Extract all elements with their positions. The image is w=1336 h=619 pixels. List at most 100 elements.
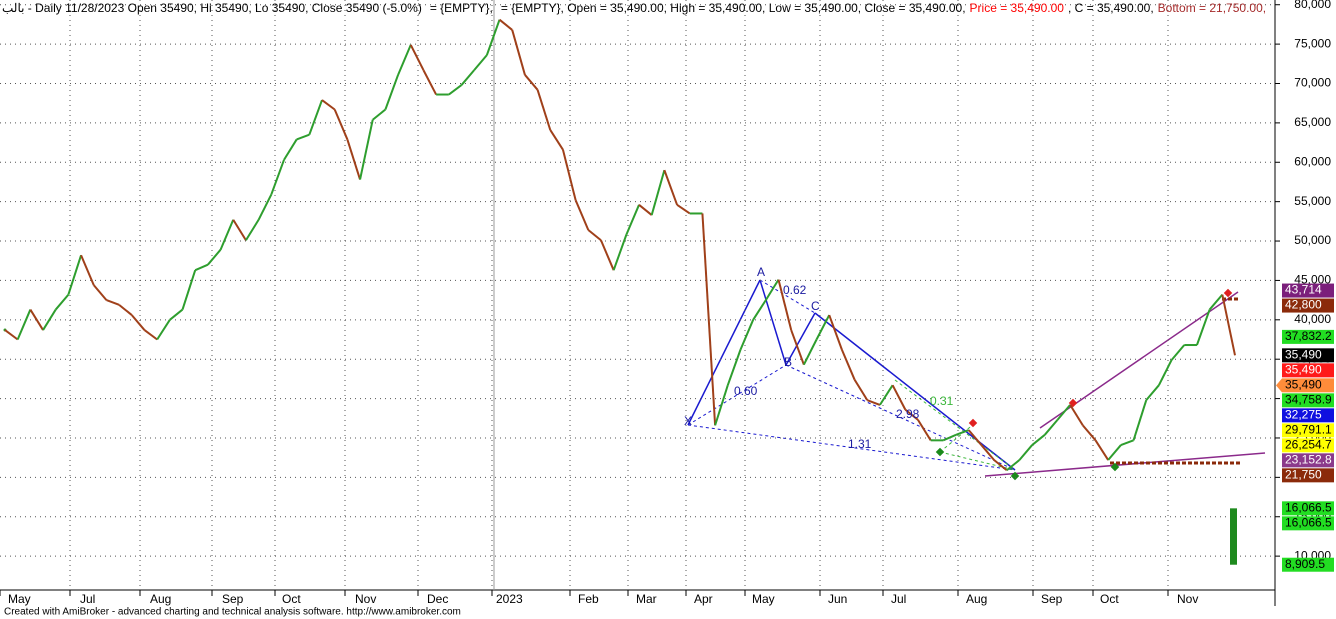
price-segment: [967, 429, 983, 446]
price-segment: [321, 99, 336, 111]
x-tick-label: Aug: [966, 592, 987, 606]
price-segment: [1107, 444, 1122, 461]
price-marker: [1282, 453, 1334, 468]
price-segment: [194, 263, 209, 272]
price-segment: [283, 138, 298, 161]
price-segment: [16, 309, 32, 340]
price-segment: [308, 99, 323, 136]
price-segment: [917, 419, 932, 441]
price-segment: [536, 89, 552, 131]
pattern-ratio-line: [939, 451, 1016, 471]
price-segment: [131, 314, 146, 331]
price-marker: [1282, 408, 1334, 423]
price-segment: [625, 204, 640, 236]
price-segment: [1170, 344, 1186, 361]
price-segment: [764, 279, 780, 301]
price-segment: [384, 74, 400, 110]
x-tick-label: Sep: [222, 592, 244, 606]
price-segment: [1208, 293, 1224, 311]
price-segment: [80, 254, 95, 286]
price-segment: [29, 309, 44, 331]
price-marker-label: 42,800: [1285, 298, 1322, 312]
x-tick-label: Nov: [355, 592, 376, 606]
price-segment: [118, 304, 133, 316]
price-segment: [752, 299, 767, 321]
price-segment: [879, 384, 894, 406]
price-marker: [1282, 438, 1334, 453]
pattern-leg: [814, 312, 1016, 471]
range-bar: [1230, 508, 1237, 565]
price-segment: [346, 139, 362, 180]
price-marker: [1282, 298, 1334, 313]
pattern-label: X: [684, 414, 692, 428]
price-segment: [638, 204, 653, 216]
price-segment: [372, 108, 387, 121]
x-tick-label: Oct: [1100, 592, 1119, 606]
price-segment: [1145, 384, 1160, 401]
price-segment: [524, 74, 539, 91]
price-segment: [739, 319, 755, 351]
x-tick-label: Oct: [282, 592, 301, 606]
price-segment: [359, 119, 374, 180]
header-part: = {EMPTY},: [429, 1, 493, 15]
x-tick-label: Aug: [150, 592, 171, 606]
price-segment: [701, 213, 717, 426]
price-segment: [1006, 459, 1021, 472]
price-marker: [1282, 363, 1334, 378]
price-segment: [207, 249, 222, 266]
price-segment: [473, 54, 488, 71]
y-tick-label: 75,000: [1294, 36, 1331, 50]
price-segment: [714, 384, 729, 426]
price-segment: [1031, 434, 1046, 446]
x-tick-label: Dec: [427, 592, 448, 606]
pattern-ratio-line: [687, 424, 1016, 471]
price-segment: [1056, 404, 1071, 421]
price-marker: [1282, 348, 1334, 363]
price-segment: [955, 429, 970, 436]
y-tick-label: 50,000: [1294, 233, 1331, 247]
x-tick-label: Jul: [80, 592, 95, 606]
x-tick-label: Mar: [636, 592, 657, 606]
signal-diamond: [1010, 471, 1020, 481]
y-tick-label: 40,000: [1294, 312, 1331, 326]
price-segment: [1132, 399, 1148, 441]
price-segment: [1069, 404, 1084, 426]
price-segment: [1044, 419, 1059, 436]
price-segment: [600, 239, 615, 271]
pattern-ratio-line: [894, 379, 1016, 471]
x-tick-label: May: [752, 592, 775, 606]
header-part: Bottom = 21,750.00,: [1157, 1, 1267, 15]
x-tick-label: Jul: [891, 592, 906, 606]
price-segment: [485, 19, 501, 56]
price-marker: [1282, 468, 1334, 483]
signal-diamond: [968, 418, 978, 428]
signal-diamond: [935, 447, 945, 457]
price-segment: [333, 109, 349, 140]
pattern-ratio-line: [939, 422, 976, 453]
price-segment: [549, 129, 564, 151]
price-marker-label: 37,832.2: [1285, 329, 1332, 343]
price-segment: [726, 349, 742, 386]
price-segment: [980, 444, 995, 461]
pattern-label: B: [784, 355, 792, 369]
pattern-leg: [687, 279, 761, 426]
price-marker: [1282, 283, 1334, 298]
pattern-label: 1.31: [848, 437, 872, 451]
price-segment: [993, 459, 1008, 472]
price-segment: [54, 293, 70, 311]
y-tick-label: 70,000: [1294, 76, 1331, 90]
price-segment: [270, 159, 285, 195]
price-segment: [612, 234, 628, 271]
price-segment: [156, 319, 171, 341]
price-marker: [1282, 378, 1334, 393]
price-marker-label: 16,066.5: [1285, 501, 1332, 515]
price-segment: [181, 269, 197, 310]
footer: Created with AmiBroker - advanced charti…: [4, 607, 461, 618]
price-marker: [1282, 501, 1334, 516]
price-marker-label: 21,750: [1285, 468, 1322, 482]
price-arrow: [1276, 378, 1282, 393]
price-segment: [1158, 359, 1173, 386]
pattern-label: 0.60: [734, 384, 758, 398]
